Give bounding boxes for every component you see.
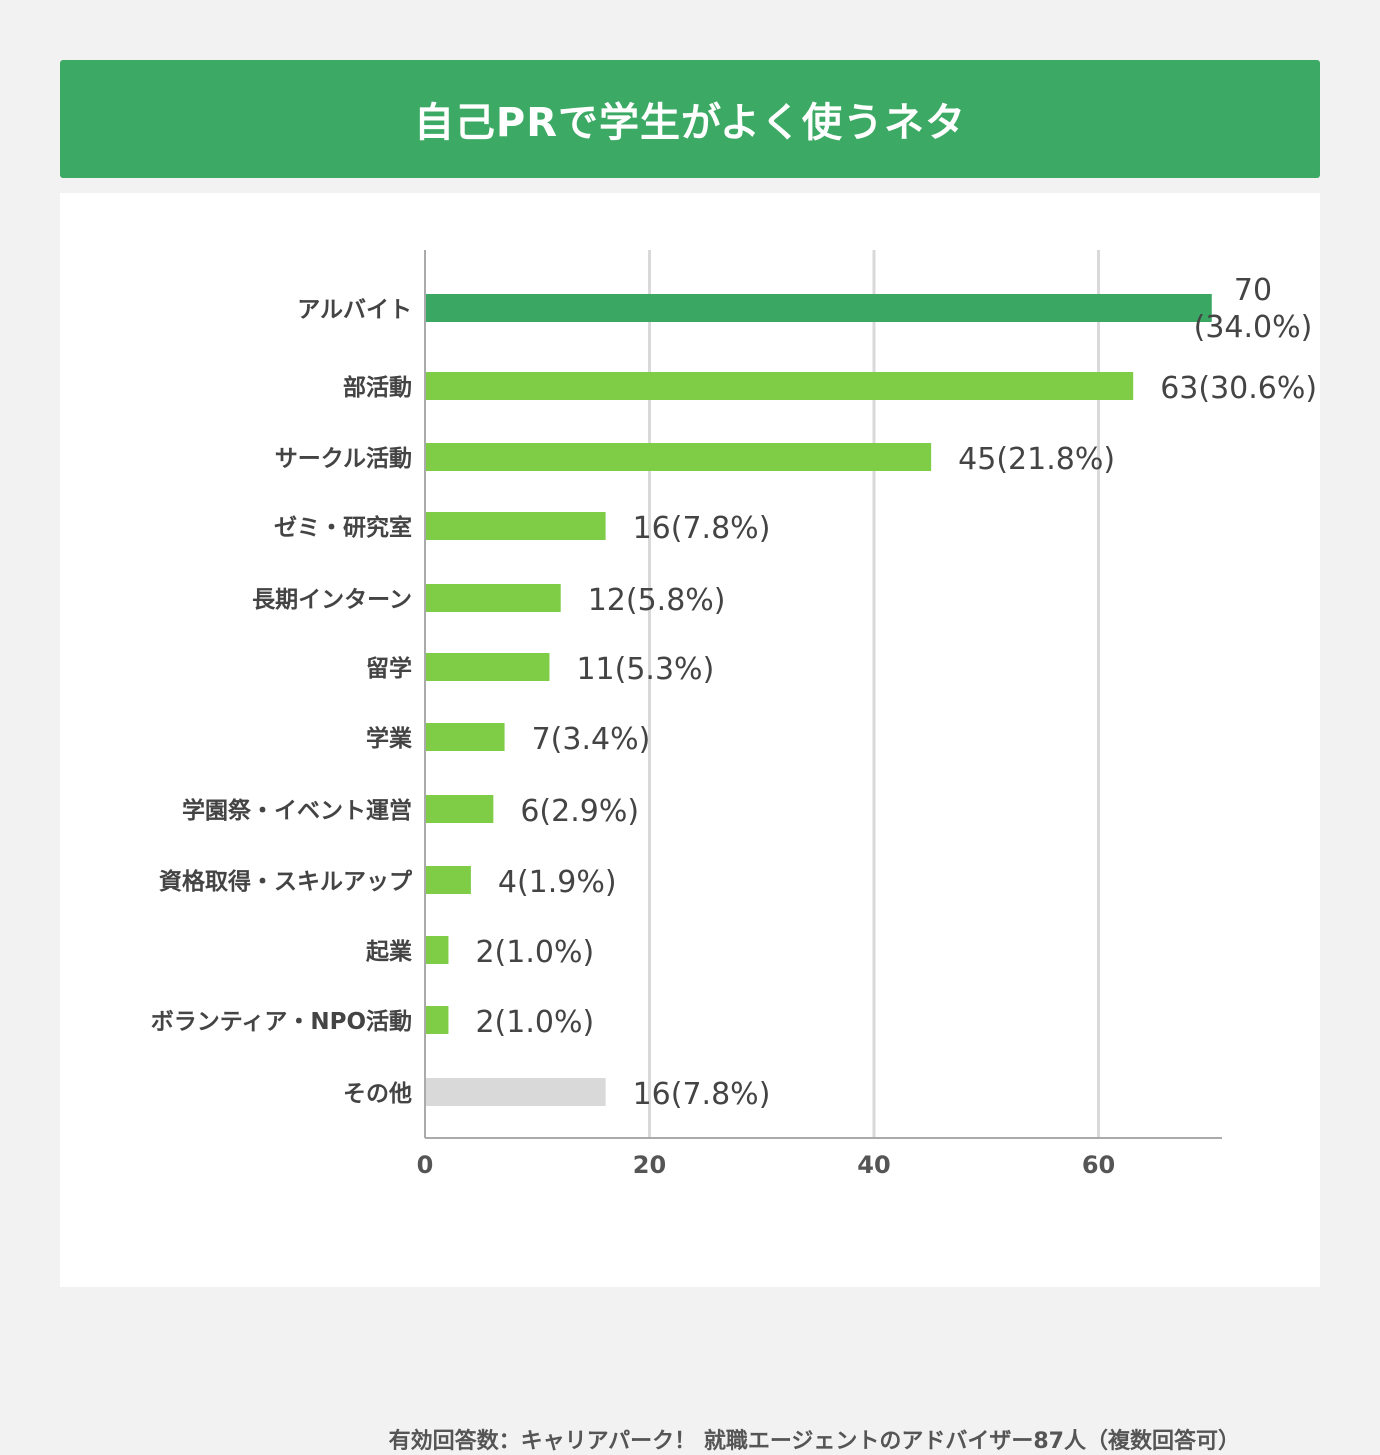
data-label: 45(21.8%)	[958, 442, 1115, 477]
bar	[426, 443, 932, 471]
x-tick-label: 60	[1082, 1151, 1115, 1179]
category-label: 部活動	[343, 374, 412, 401]
chart-panel: 0 20 40 60 アルバイト 70 (34.0%) 部活動 63(30.6%) サークル活動 4…	[60, 193, 1320, 1454]
bar	[426, 653, 550, 681]
data-label: 16(7.8%)	[633, 1077, 771, 1112]
category-label: 学業	[366, 725, 413, 752]
bar	[426, 795, 494, 823]
category-label: ボランティア・NPO活動	[151, 1009, 412, 1035]
data-label-percent: (34.0%)	[1194, 310, 1313, 345]
category-label: アルバイト	[297, 297, 412, 323]
x-tick-label: 0	[417, 1151, 434, 1179]
data-label: 4(1.9%)	[498, 865, 617, 900]
data-label: 2(1.0%)	[475, 1005, 594, 1040]
data-label: 2(1.0%)	[475, 935, 594, 970]
bar	[426, 294, 1212, 322]
title-banner: 自己PRで学生がよく使うネタ	[60, 60, 1320, 178]
data-label: 16(7.8%)	[633, 511, 771, 546]
bar	[426, 866, 471, 894]
bar	[426, 512, 606, 540]
data-label: 70	[1234, 273, 1272, 308]
bar	[426, 584, 561, 612]
category-label: 資格取得・スキルアップ	[159, 868, 413, 895]
bar	[426, 723, 505, 751]
category-label: 起業	[366, 938, 413, 965]
bar	[426, 936, 449, 964]
chart-title: 自己PRで学生がよく使うネタ	[413, 100, 967, 146]
category-label: その他	[343, 1081, 412, 1107]
data-label: 6(2.9%)	[520, 794, 639, 829]
source-note: 有効回答数：キャリアパーク！ 就職エージェントのアドバイザー87人（複数回答可）	[388, 1429, 1240, 1454]
data-label: 63(30.6%)	[1160, 371, 1317, 406]
category-label: 長期インターン	[252, 587, 412, 613]
data-label: 12(5.8%)	[588, 583, 726, 618]
data-label: 7(3.4%)	[532, 722, 651, 757]
category-label: サークル活動	[275, 446, 412, 472]
x-tick-label: 40	[857, 1151, 890, 1179]
data-label: 11(5.3%)	[576, 652, 714, 687]
category-label: 学園祭・イベント運営	[182, 797, 412, 824]
bar	[426, 1006, 449, 1034]
category-label: ゼミ・研究室	[274, 514, 412, 541]
bar-chart: 0 20 40 60 アルバイト 70(34.0%) 部活動 63(30.6%) サークル活動 4…	[151, 250, 1317, 1179]
bar	[426, 372, 1134, 400]
bar	[426, 1078, 606, 1106]
x-tick-label: 20	[633, 1151, 666, 1179]
category-label: 留学	[366, 655, 412, 682]
